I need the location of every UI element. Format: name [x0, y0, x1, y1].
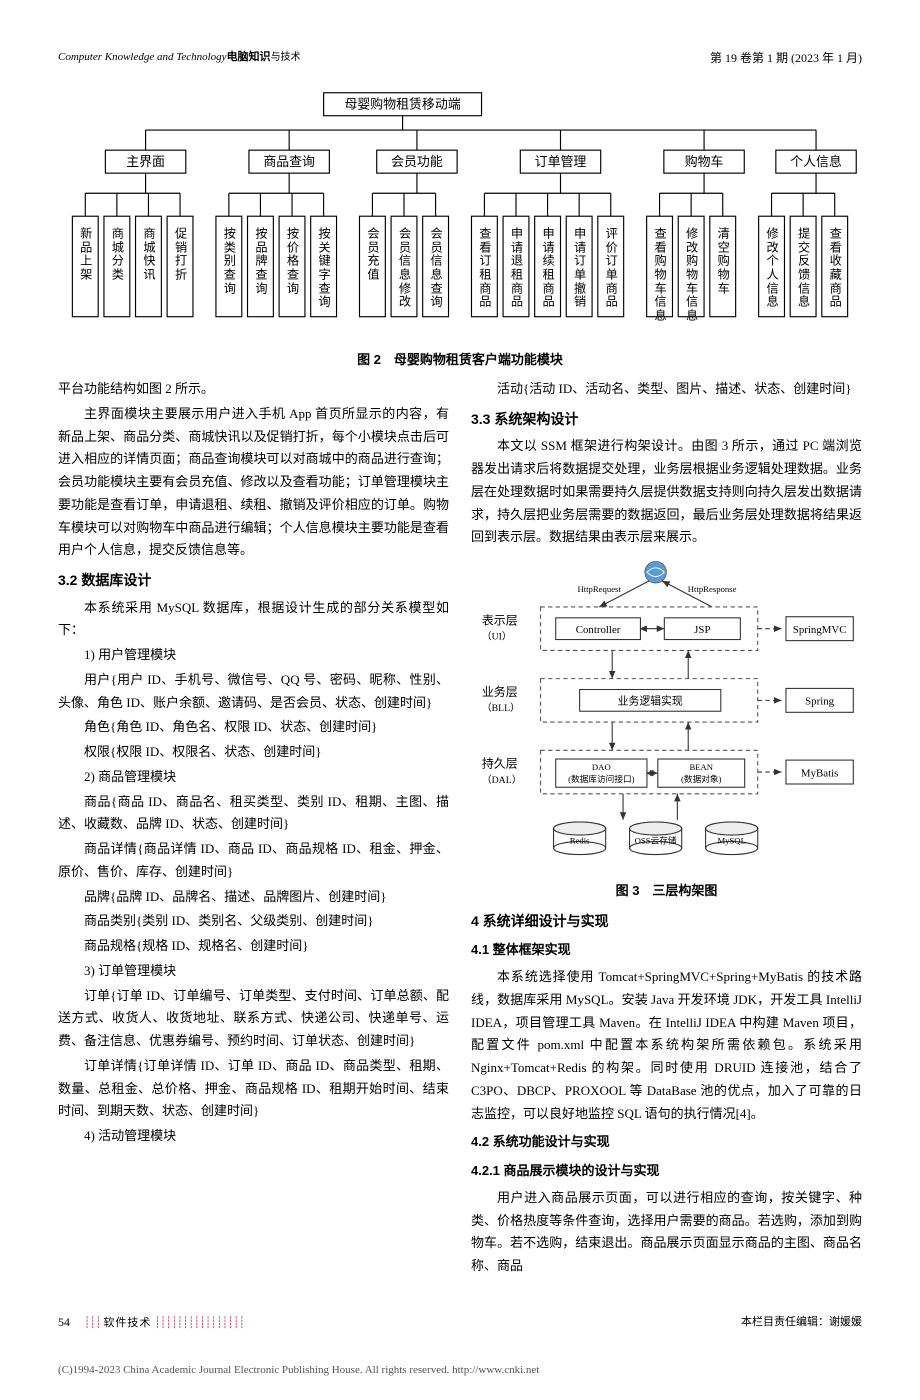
svg-text:会员充值: 会员充值 — [365, 226, 379, 281]
body-text: 商品{商品 ID、商品名、租买类型、类别 ID、租期、主图、描述、收藏数、品牌 … — [58, 791, 449, 837]
svg-text:提交反馈信息: 提交反馈信息 — [796, 225, 810, 308]
list-item: 1) 用户管理模块 — [58, 644, 449, 667]
svg-text:MyBatis: MyBatis — [801, 768, 838, 780]
svg-text:会员信息修改: 会员信息修改 — [397, 226, 411, 308]
svg-text:购物车: 购物车 — [685, 154, 724, 169]
svg-text:按类别查询: 按类别查询 — [222, 226, 236, 294]
body-text: 主界面模块主要展示用户进入手机 App 首页所显示的内容，有新品上架、商品分类、… — [58, 403, 449, 562]
svg-text:申请退租商品: 申请退租商品 — [509, 226, 523, 308]
body-text: 本文以 SSM 框架进行构架设计。由图 3 所示，通过 PC 端浏览器发出请求后… — [471, 435, 862, 549]
svg-text:商城分类: 商城分类 — [110, 225, 124, 281]
right-column: 活动{活动 ID、活动名、类型、图片、描述、状态、创建时间} 3.3 系统架构设… — [471, 378, 862, 1280]
left-column: 平台功能结构如图 2 所示。 主界面模块主要展示用户进入手机 App 首页所显示… — [58, 378, 449, 1280]
body-text: 商品规格{规格 ID、规格名、创建时间} — [58, 935, 449, 958]
svg-text:（UI）: （UI） — [482, 631, 512, 643]
svg-text:Controller: Controller — [576, 624, 621, 636]
svg-text:申请订单撤销: 申请订单撤销 — [572, 226, 586, 308]
svg-text:促销打折: 促销打折 — [173, 226, 187, 281]
footer-editor: 本栏目责任编辑：谢媛媛 — [741, 1313, 862, 1332]
figure-2: 母婴购物租赁移动端主界面新品上架 商城分类 商城快讯 促销打折 商品查询按类别查询 按品牌… — [58, 87, 862, 345]
body-text: 平台功能结构如图 2 所示。 — [58, 378, 449, 401]
svg-text:BEAN: BEAN — [689, 762, 713, 772]
body-text: 商品类别{类别 ID、类别名、父级类别、创建时间} — [58, 910, 449, 933]
body-text: 活动{活动 ID、活动名、类型、图片、描述、状态、创建时间} — [471, 378, 862, 401]
body-text: 订单{订单 ID、订单编号、订单类型、支付时间、订单总额、配送方式、收货人、收货… — [58, 985, 449, 1053]
section-heading-4-2: 4.2 系统功能设计与实现 — [471, 1131, 862, 1154]
svg-text:持久层: 持久层 — [482, 756, 518, 771]
svg-text:(数据库访问接口): (数据库访问接口) — [568, 773, 635, 784]
footer-section: 软件技术 — [103, 1317, 151, 1329]
svg-text:DAO: DAO — [592, 762, 611, 772]
page-number: 54 — [58, 1315, 70, 1329]
page-header: Computer Knowledge and Technology电脑知识与技术… — [58, 48, 862, 69]
svg-text:表示层: 表示层 — [482, 614, 518, 628]
svg-text:申请续租商品: 申请续租商品 — [541, 226, 555, 308]
svg-text:OSS云存储: OSS云存储 — [635, 835, 677, 846]
page-footer: 54 ┊┊┊ 软件技术 ┊┊┊┊┊┊┊┊┊┊┊┊┊┊┊┊ 本栏目责任编辑：谢媛媛 — [58, 1312, 862, 1333]
svg-text:订单管理: 订单管理 — [535, 154, 587, 169]
svg-text:业务层: 业务层 — [482, 684, 518, 699]
svg-text:HttpResponse: HttpResponse — [688, 584, 737, 594]
svg-text:JSP: JSP — [694, 624, 710, 636]
svg-text:母婴购物租赁移动端: 母婴购物租赁移动端 — [344, 97, 460, 112]
svg-text:商城快讯: 商城快讯 — [141, 225, 155, 281]
svg-text:按价格查询: 按价格查询 — [285, 226, 299, 294]
section-heading-3-3: 3.3 系统架构设计 — [471, 407, 862, 432]
journal-name: Computer Knowledge and Technology电脑知识与技术 — [58, 48, 301, 69]
svg-text:评价订单商品: 评价订单商品 — [604, 226, 618, 308]
body-text: 本系统采用 MySQL 数据库，根据设计生成的部分关系模型如下： — [58, 597, 449, 643]
issue-info: 第 19 卷第 1 期 (2023 年 1 月) — [710, 48, 862, 69]
svg-text:MySQL: MySQL — [717, 836, 745, 846]
svg-text:会员信息查询: 会员信息查询 — [429, 226, 443, 308]
body-text: 权限{权限 ID、权限名、状态、创建时间} — [58, 741, 449, 764]
copyright-text: (C)1994-2023 China Academic Journal Elec… — [58, 1361, 862, 1380]
svg-text:SpringMVC: SpringMVC — [793, 624, 847, 636]
section-heading-4: 4 系统详细设计与实现 — [471, 909, 862, 934]
list-item: 3) 订单管理模块 — [58, 960, 449, 983]
figure-3-caption: 图 3 三层构架图 — [471, 880, 862, 903]
svg-text:Redis: Redis — [570, 836, 590, 846]
body-text: 本系统选择使用 Tomcat+SpringMVC+Spring+MyBatis … — [471, 966, 862, 1125]
svg-text:个人信息: 个人信息 — [790, 154, 842, 169]
svg-text:修改个人信息: 修改个人信息 — [765, 225, 779, 308]
svg-text:（DAL）: （DAL） — [482, 774, 522, 786]
section-heading-4-1: 4.1 整体框架实现 — [471, 939, 862, 962]
body-text: 用户进入商品展示页面，可以进行相应的查询，按关键字、种类、价格热度等条件查询，选… — [471, 1187, 862, 1278]
dots-icon: ┊┊┊ — [84, 1317, 101, 1329]
body-text: 品牌{品牌 ID、品牌名、描述、品牌图片、创建时间} — [58, 886, 449, 909]
svg-text:按关键字查询: 按关键字查询 — [317, 226, 331, 308]
svg-text:修改购物车信息: 修改购物车信息 — [684, 225, 698, 322]
svg-text:业务逻辑实现: 业务逻辑实现 — [618, 694, 683, 708]
svg-text:查看购物车信息: 查看购物车信息 — [653, 226, 667, 322]
svg-text:(数据对象): (数据对象) — [681, 773, 722, 784]
svg-text:HttpRequest: HttpRequest — [577, 584, 621, 594]
svg-text:新品上架: 新品上架 — [78, 225, 92, 281]
svg-text:（BLL）: （BLL） — [482, 702, 520, 714]
dots-icon: ┊┊┊┊┊┊┊┊┊┊┊┊┊┊┊┊ — [154, 1317, 244, 1329]
svg-text:清空购物车: 清空购物车 — [716, 226, 730, 294]
list-item: 4) 活动管理模块 — [58, 1125, 449, 1148]
svg-text:商品查询: 商品查询 — [263, 154, 315, 169]
body-text: 用户{用户 ID、手机号、微信号、QQ 号、密码、昵称、性别、头像、角色 ID、… — [58, 669, 449, 715]
body-text: 角色{角色 ID、角色名、权限 ID、状态、创建时间} — [58, 716, 449, 739]
body-text: 商品详情{商品详情 ID、商品 ID、商品规格 ID、租金、押金、原价、售价、库… — [58, 838, 449, 884]
section-heading-4-2-1: 4.2.1 商品展示模块的设计与实现 — [471, 1160, 862, 1183]
section-heading-3-2: 3.2 数据库设计 — [58, 568, 449, 593]
figure-2-caption: 图 2 母婴购物租赁客户端功能模块 — [58, 349, 862, 372]
svg-text:查看订租商品: 查看订租商品 — [477, 226, 491, 308]
list-item: 2) 商品管理模块 — [58, 766, 449, 789]
svg-text:按品牌查询: 按品牌查询 — [253, 226, 267, 294]
svg-text:主界面: 主界面 — [126, 154, 165, 169]
svg-text:Spring: Spring — [805, 696, 835, 708]
main-columns: 平台功能结构如图 2 所示。 主界面模块主要展示用户进入手机 App 首页所显示… — [58, 378, 862, 1280]
body-text: 订单详情{订单详情 ID、订单 ID、商品 ID、商品类型、租期、数量、总租金、… — [58, 1055, 449, 1123]
svg-text:查看收藏商品: 查看收藏商品 — [828, 226, 842, 308]
svg-text:会员功能: 会员功能 — [391, 154, 443, 169]
figure-3: HttpRequest HttpResponse 表示层 （UI） 业务层 （BLL） 持久… — [471, 557, 862, 872]
